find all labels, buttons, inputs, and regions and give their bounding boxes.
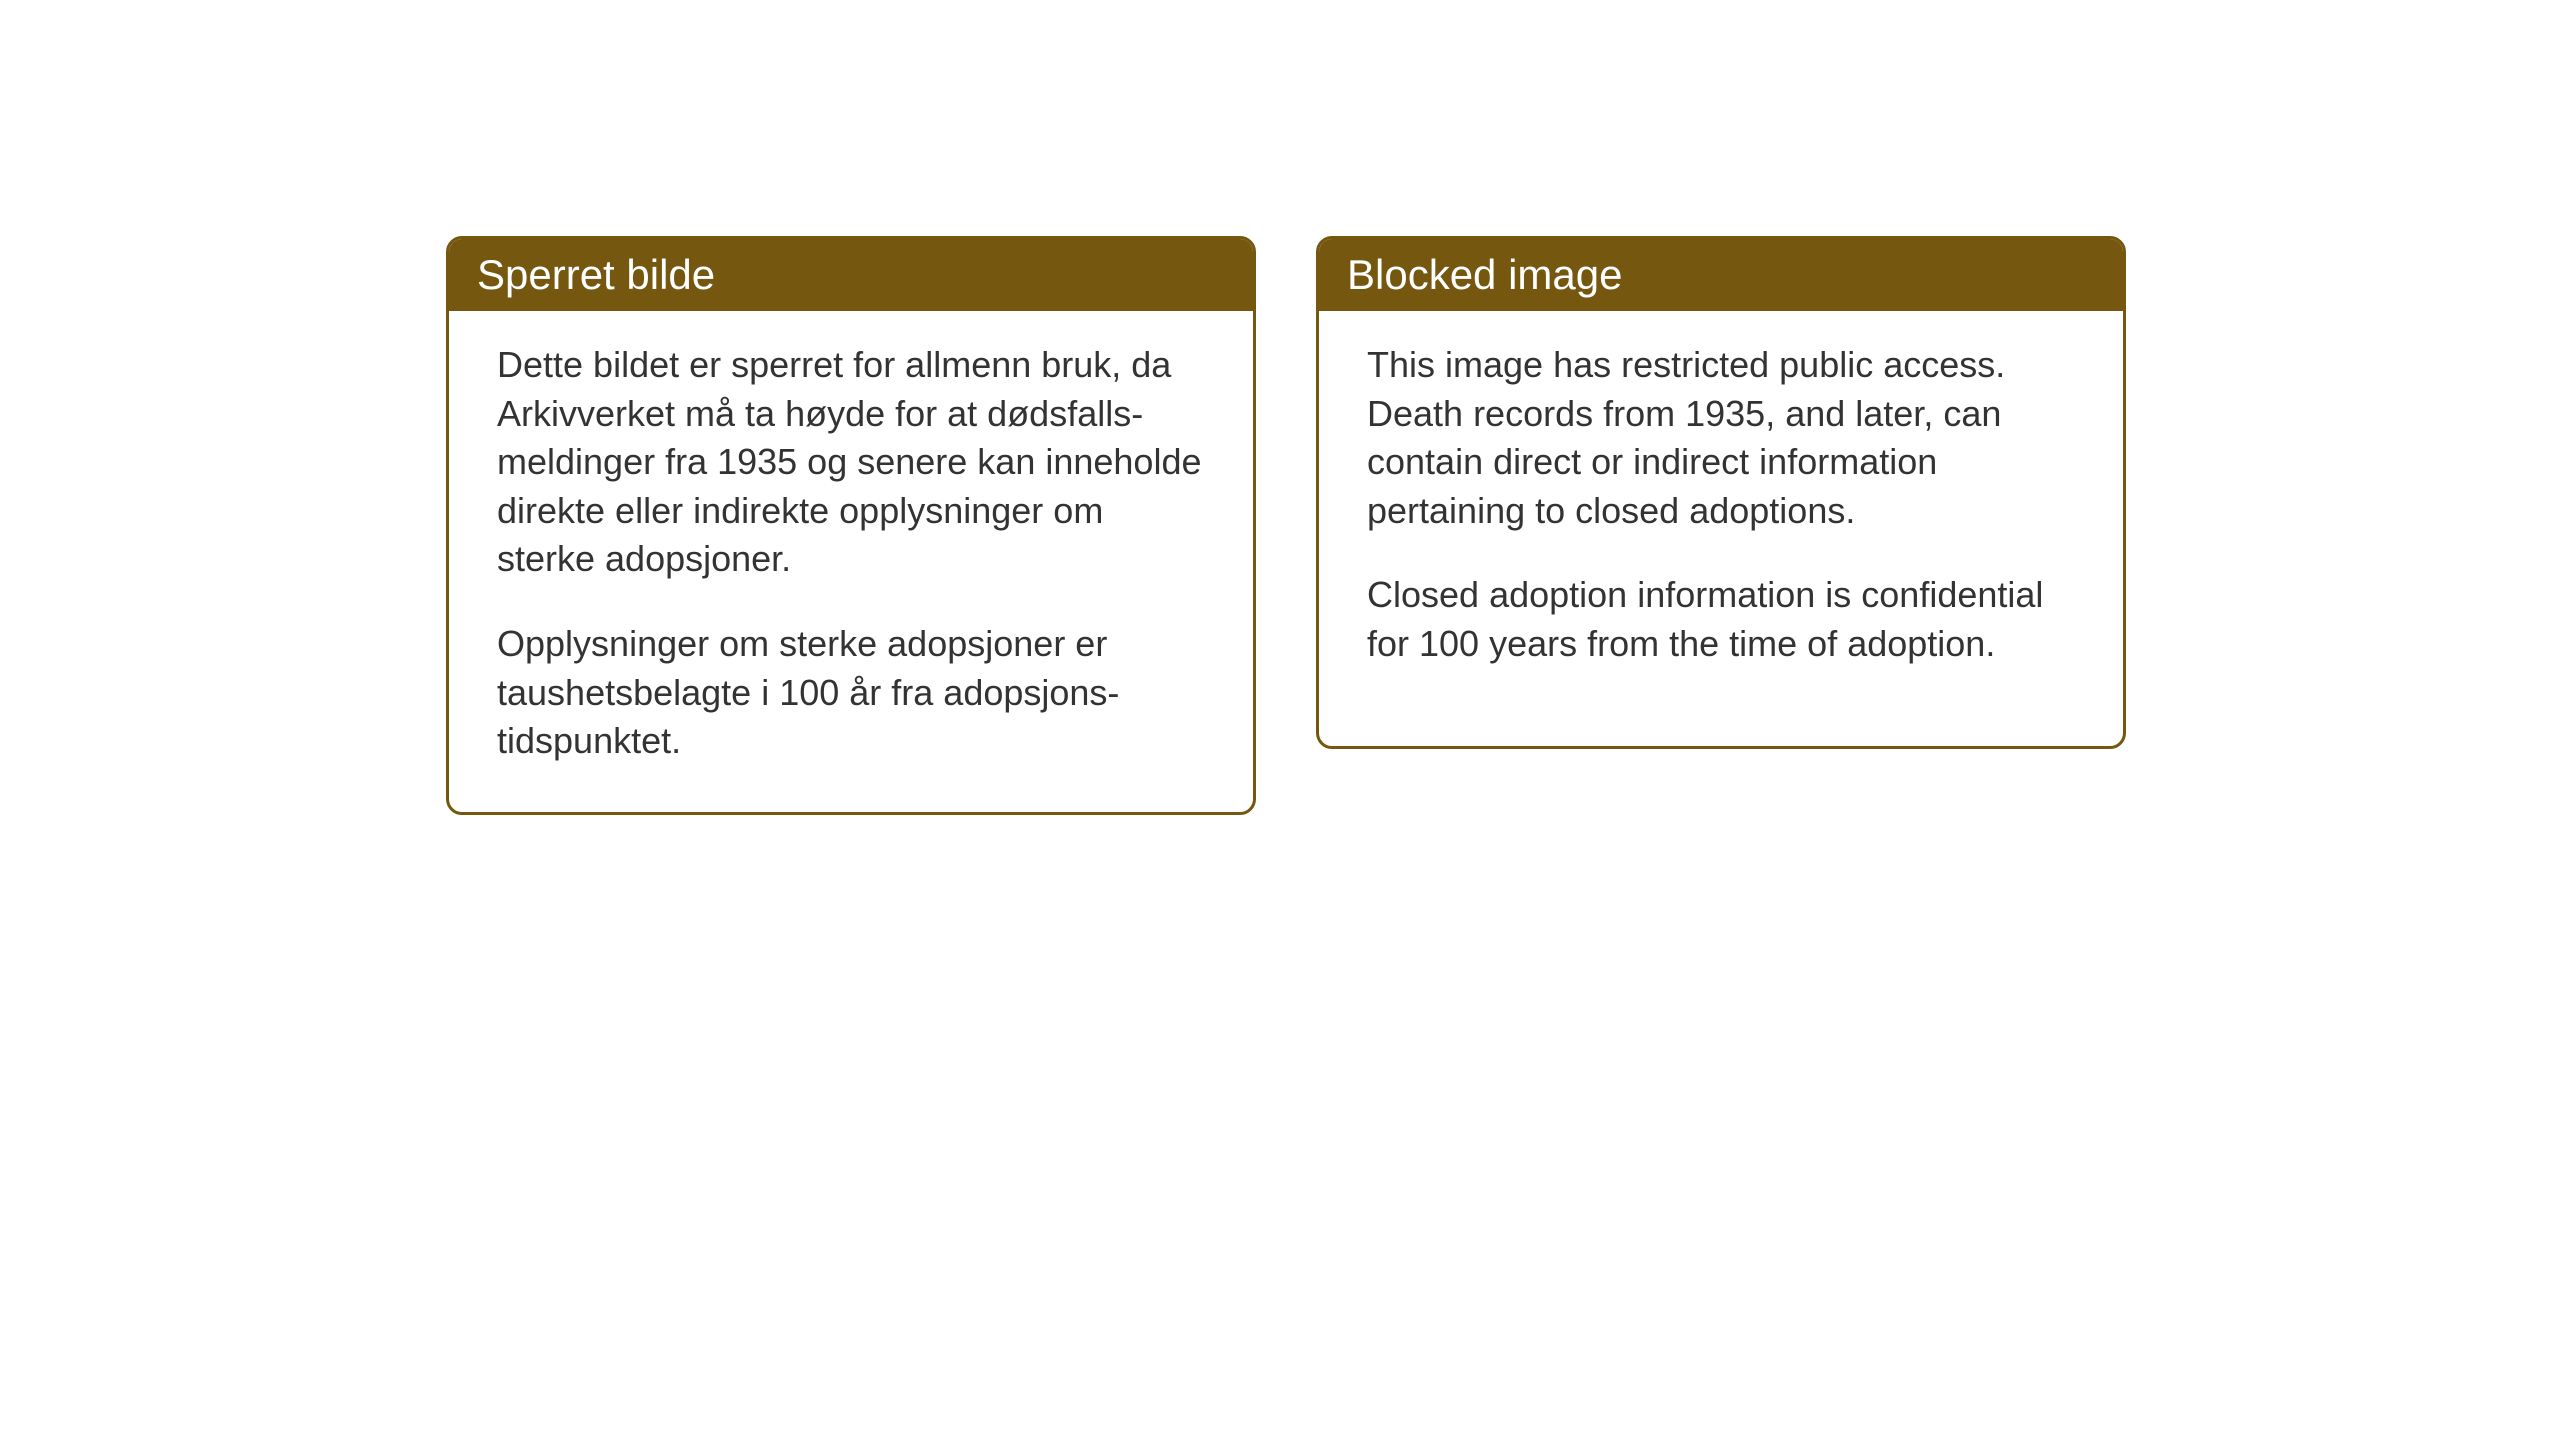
card-norwegian: Sperret bilde Dette bildet er sperret fo… <box>446 236 1256 815</box>
card-header-norwegian: Sperret bilde <box>449 239 1253 311</box>
card-english: Blocked image This image has restricted … <box>1316 236 2126 749</box>
card-paragraph-1-english: This image has restricted public access.… <box>1367 341 2075 535</box>
card-paragraph-2-english: Closed adoption information is confident… <box>1367 571 2075 668</box>
card-title-norwegian: Sperret bilde <box>477 251 715 298</box>
card-paragraph-2-norwegian: Opplysninger om sterke adopsjoner er tau… <box>497 620 1205 766</box>
card-title-english: Blocked image <box>1347 251 1622 298</box>
card-paragraph-1-norwegian: Dette bildet er sperret for allmenn bruk… <box>497 341 1205 584</box>
card-body-norwegian: Dette bildet er sperret for allmenn bruk… <box>449 311 1253 812</box>
card-body-english: This image has restricted public access.… <box>1319 311 2123 715</box>
card-header-english: Blocked image <box>1319 239 2123 311</box>
card-container: Sperret bilde Dette bildet er sperret fo… <box>0 0 2560 815</box>
